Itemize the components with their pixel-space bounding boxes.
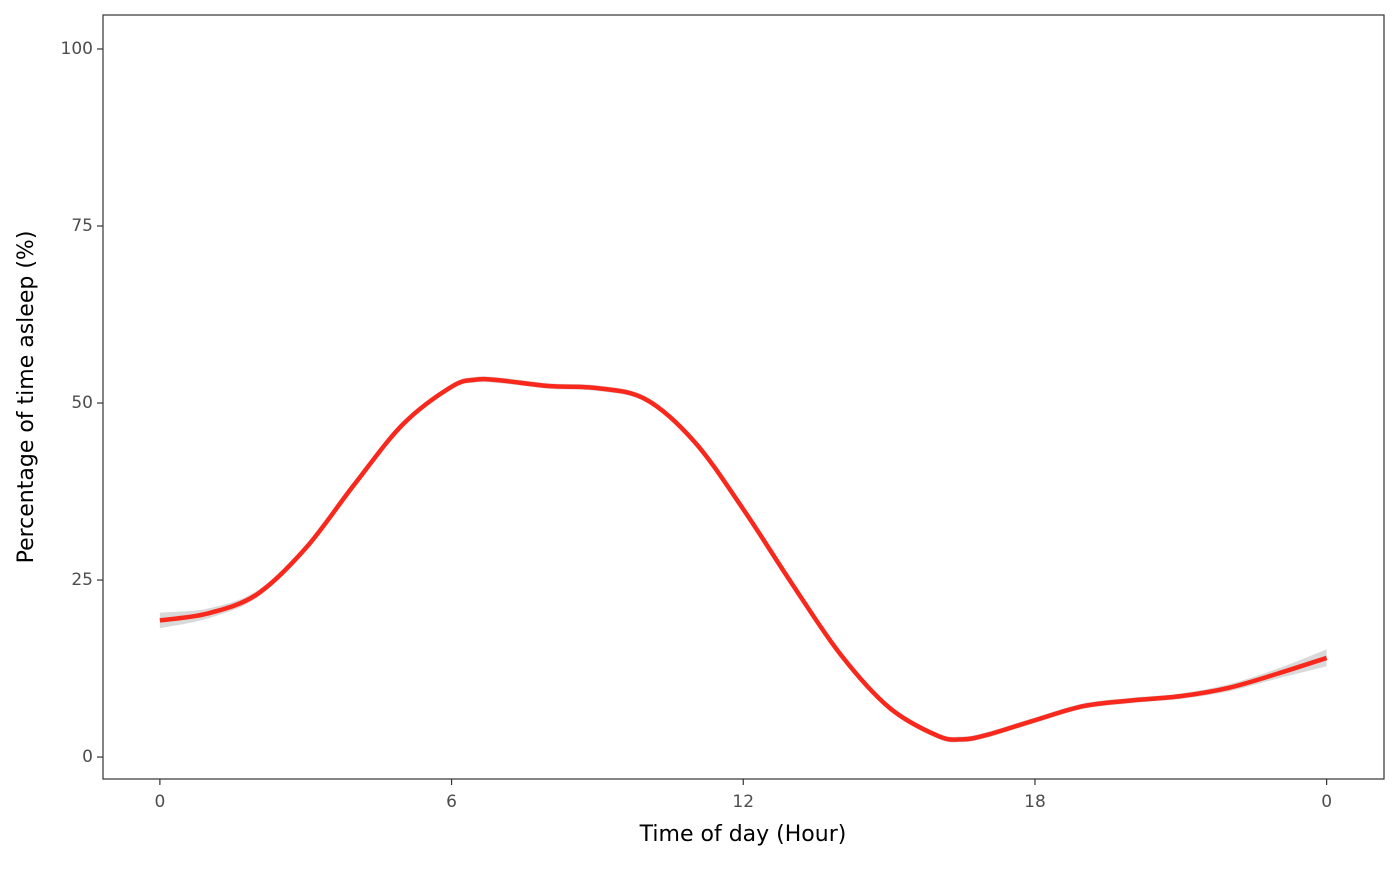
x-axis-title: Time of day (Hour) (639, 822, 847, 847)
y-axis-title: Percentage of time asleep (%) (14, 231, 39, 564)
x-tick-label: 6 (446, 792, 457, 812)
y-tick-label: 75 (71, 216, 93, 236)
confidence-band (159, 376, 1327, 743)
y-tick-label: 50 (71, 393, 93, 413)
y-tick-label: 100 (61, 39, 93, 59)
y-tick-label: 25 (71, 570, 93, 590)
x-tick-label: 0 (1321, 792, 1332, 812)
x-tick-label: 18 (1024, 792, 1046, 812)
x-tick-label: 12 (732, 792, 754, 812)
panel-border (102, 14, 1385, 780)
y-tick-label: 0 (82, 747, 93, 767)
x-tick-label: 0 (154, 792, 165, 812)
line (159, 376, 1328, 742)
